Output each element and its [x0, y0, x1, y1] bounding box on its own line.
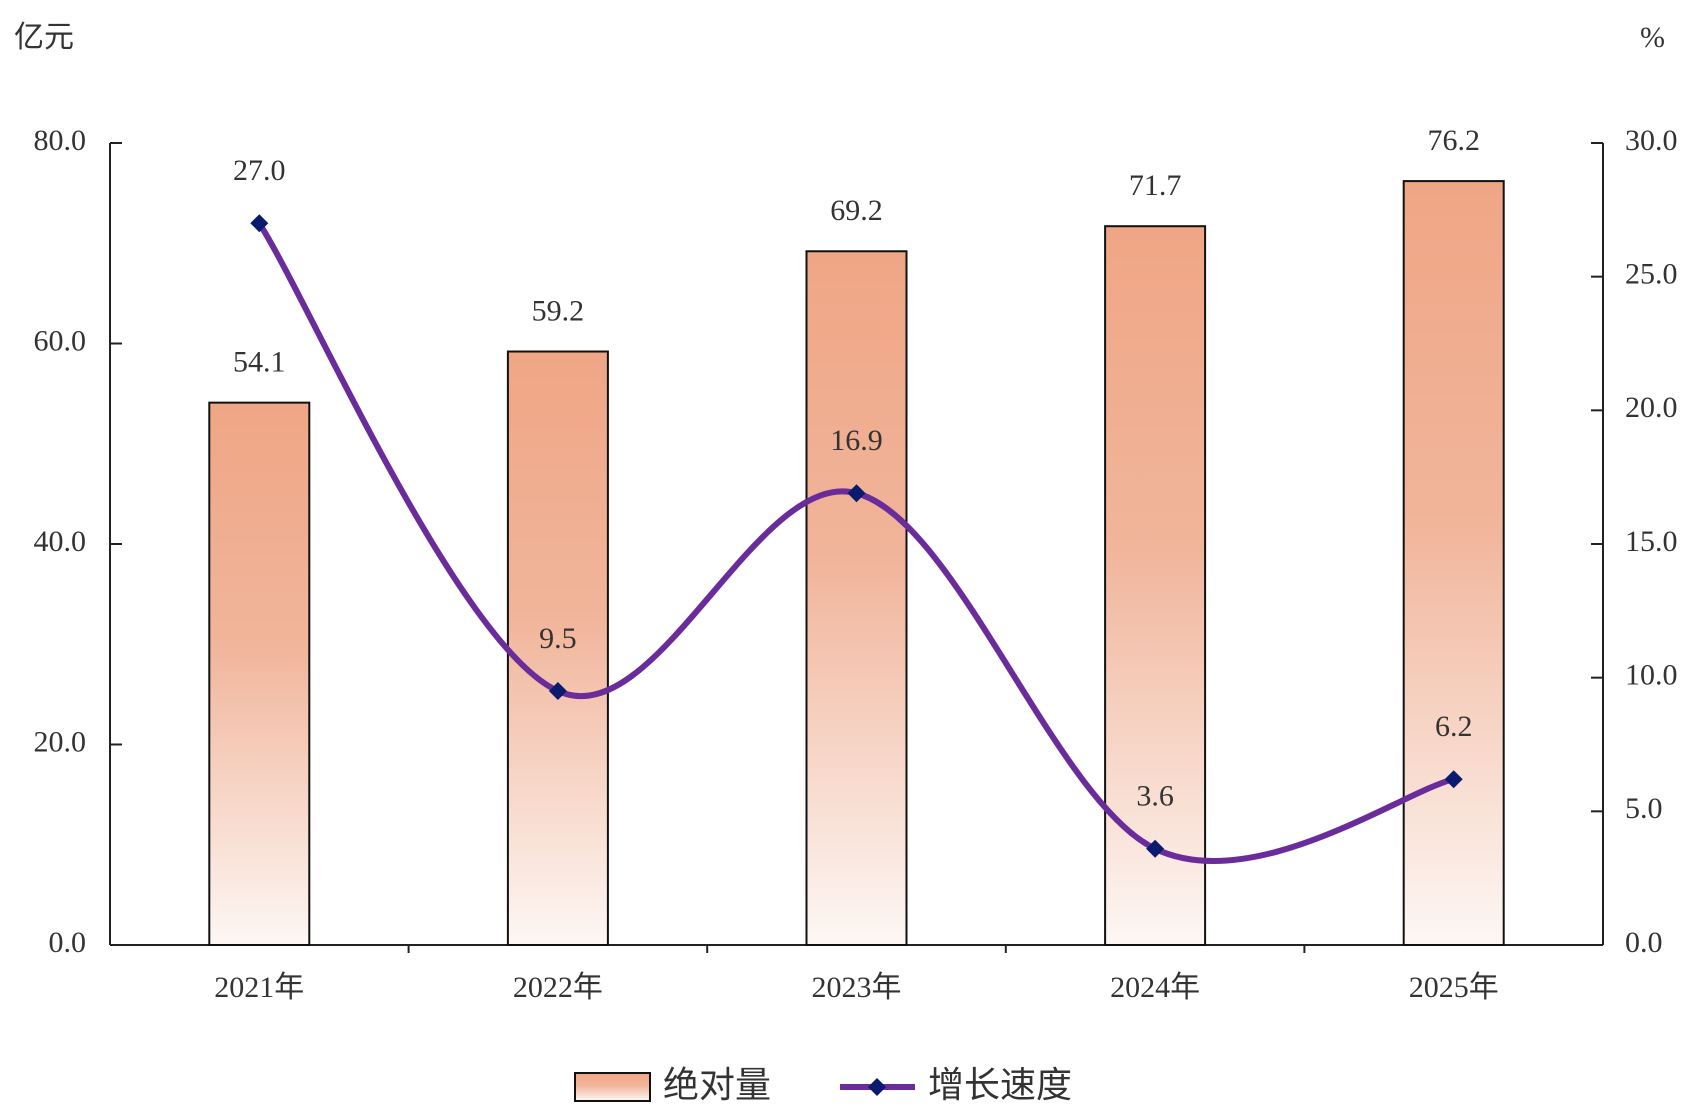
line-marker: [847, 484, 866, 503]
x-tick-label: 2022年: [513, 971, 603, 1004]
line-marker: [548, 682, 567, 701]
bar-value-label: 71.7: [1129, 169, 1182, 202]
y2-axis-label: %: [1640, 21, 1665, 54]
bar: [208, 401, 311, 946]
y2-tick-label: 5.0: [1625, 792, 1663, 825]
x-tick-label: 2024年: [1110, 971, 1200, 1004]
legend-label: 增长速度: [928, 1065, 1072, 1106]
legend-label: 绝对量: [663, 1065, 771, 1106]
y-tick-label: 80.0: [34, 124, 87, 157]
y2-tick-label: 30.0: [1625, 124, 1678, 157]
y-tick-label: 40.0: [34, 525, 87, 558]
line-value-label: 9.5: [539, 622, 577, 655]
line-marker: [1146, 839, 1165, 858]
y-axis-label: 亿元: [14, 21, 74, 54]
y2-tick-label: 10.0: [1625, 659, 1678, 692]
bar-value-label: 59.2: [532, 294, 585, 327]
y-tick-label: 20.0: [34, 725, 87, 758]
y2-tick-label: 0.0: [1625, 926, 1663, 959]
line-marker: [250, 214, 269, 233]
line-value-label: 3.6: [1136, 780, 1174, 813]
y-tick-label: 0.0: [49, 926, 87, 959]
bar: [1104, 225, 1207, 946]
line-value-label: 27.0: [233, 154, 286, 187]
y-tick-label: 60.0: [34, 324, 87, 357]
y2-tick-label: 25.0: [1625, 258, 1678, 291]
x-tick-label: 2025年: [1409, 971, 1499, 1004]
legend-marker: [868, 1078, 886, 1096]
bar: [1402, 180, 1505, 947]
bar-value-label: 76.2: [1427, 124, 1480, 157]
legend-swatch: [574, 1072, 651, 1102]
x-tick-label: 2023年: [812, 971, 902, 1004]
line-value-label: 16.9: [830, 424, 883, 457]
y2-tick-label: 15.0: [1625, 525, 1678, 558]
bar: [805, 250, 908, 946]
bar-value-label: 54.1: [233, 346, 286, 379]
bar: [506, 350, 609, 946]
y2-tick-label: 20.0: [1625, 391, 1678, 424]
line-value-label: 6.2: [1435, 710, 1473, 743]
bar-value-label: 69.2: [830, 194, 883, 227]
line: [256, 221, 1455, 864]
line-marker: [1444, 770, 1463, 789]
x-tick-label: 2021年: [214, 971, 304, 1004]
